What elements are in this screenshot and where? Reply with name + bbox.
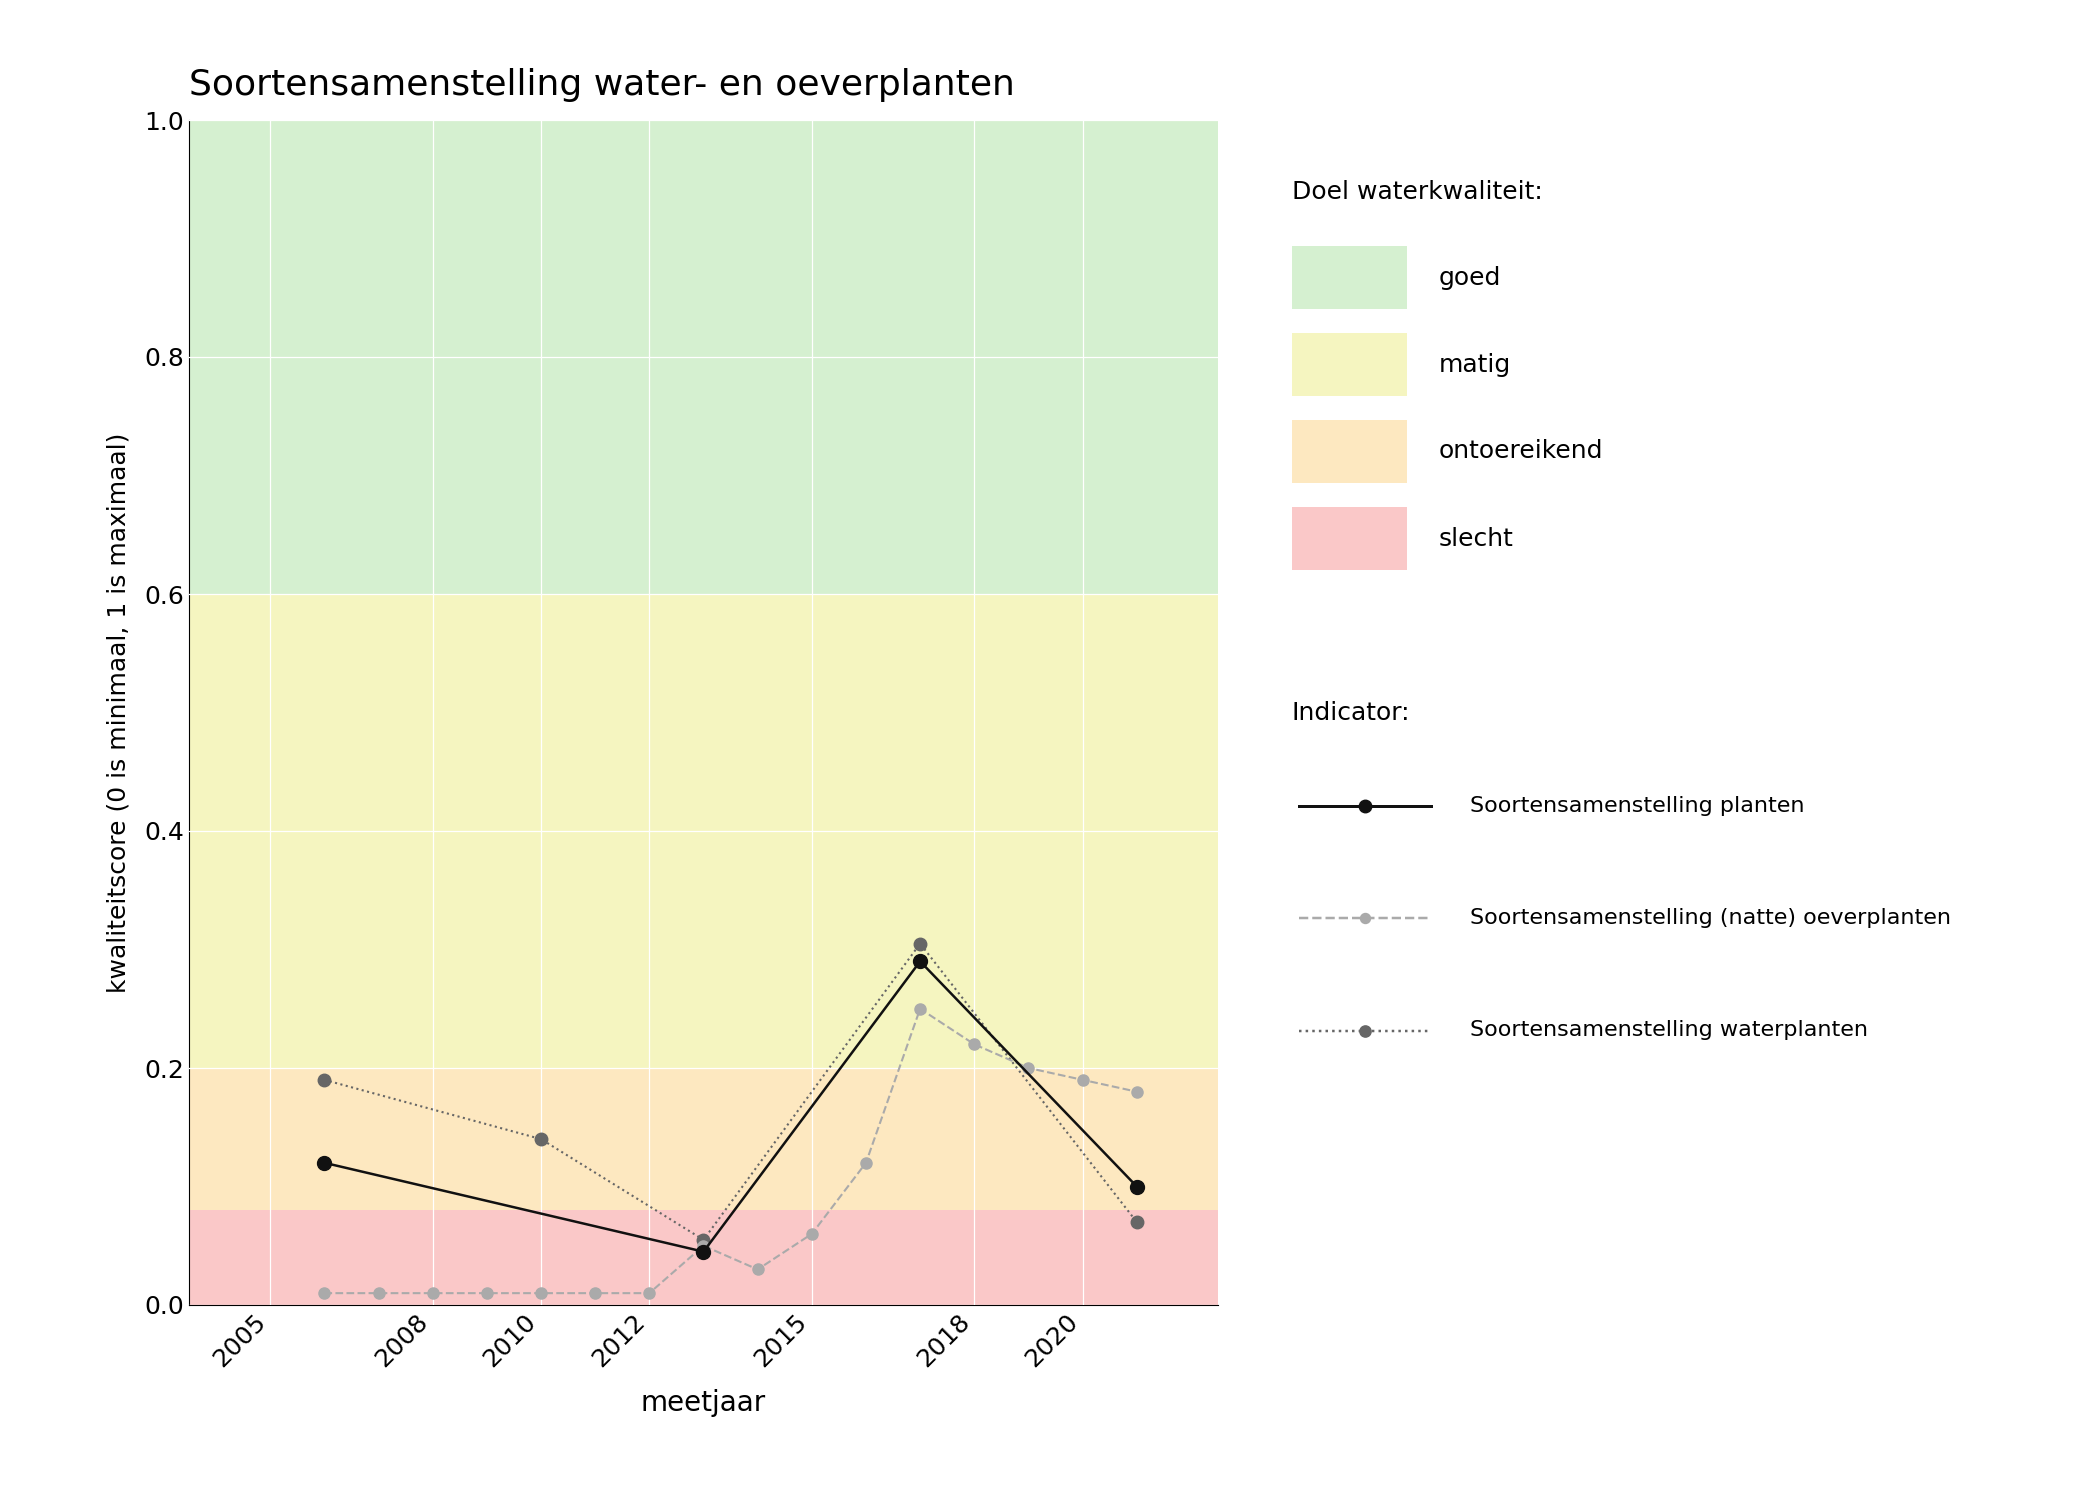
- Text: Indicator:: Indicator:: [1292, 700, 1409, 724]
- Text: matig: matig: [1438, 352, 1510, 376]
- Bar: [189, 1068, 1218, 1210]
- Text: slecht: slecht: [1438, 526, 1514, 550]
- Bar: [189, 1210, 1218, 1305]
- Text: Doel waterkwaliteit:: Doel waterkwaliteit:: [1292, 180, 1541, 204]
- Bar: [189, 120, 1218, 594]
- X-axis label: meetjaar: meetjaar: [640, 1389, 766, 1416]
- Text: Soortensamenstelling water- en oeverplanten: Soortensamenstelling water- en oeverplan…: [189, 68, 1014, 102]
- Text: Soortensamenstelling waterplanten: Soortensamenstelling waterplanten: [1470, 1020, 1869, 1041]
- Bar: [189, 594, 1218, 1068]
- Text: Soortensamenstelling (natte) oeverplanten: Soortensamenstelling (natte) oeverplante…: [1470, 908, 1951, 928]
- Text: Soortensamenstelling planten: Soortensamenstelling planten: [1470, 795, 1804, 816]
- Text: ontoereikend: ontoereikend: [1438, 440, 1602, 464]
- Text: goed: goed: [1438, 266, 1501, 290]
- Y-axis label: kwaliteitscore (0 is minimaal, 1 is maximaal): kwaliteitscore (0 is minimaal, 1 is maxi…: [107, 432, 130, 993]
